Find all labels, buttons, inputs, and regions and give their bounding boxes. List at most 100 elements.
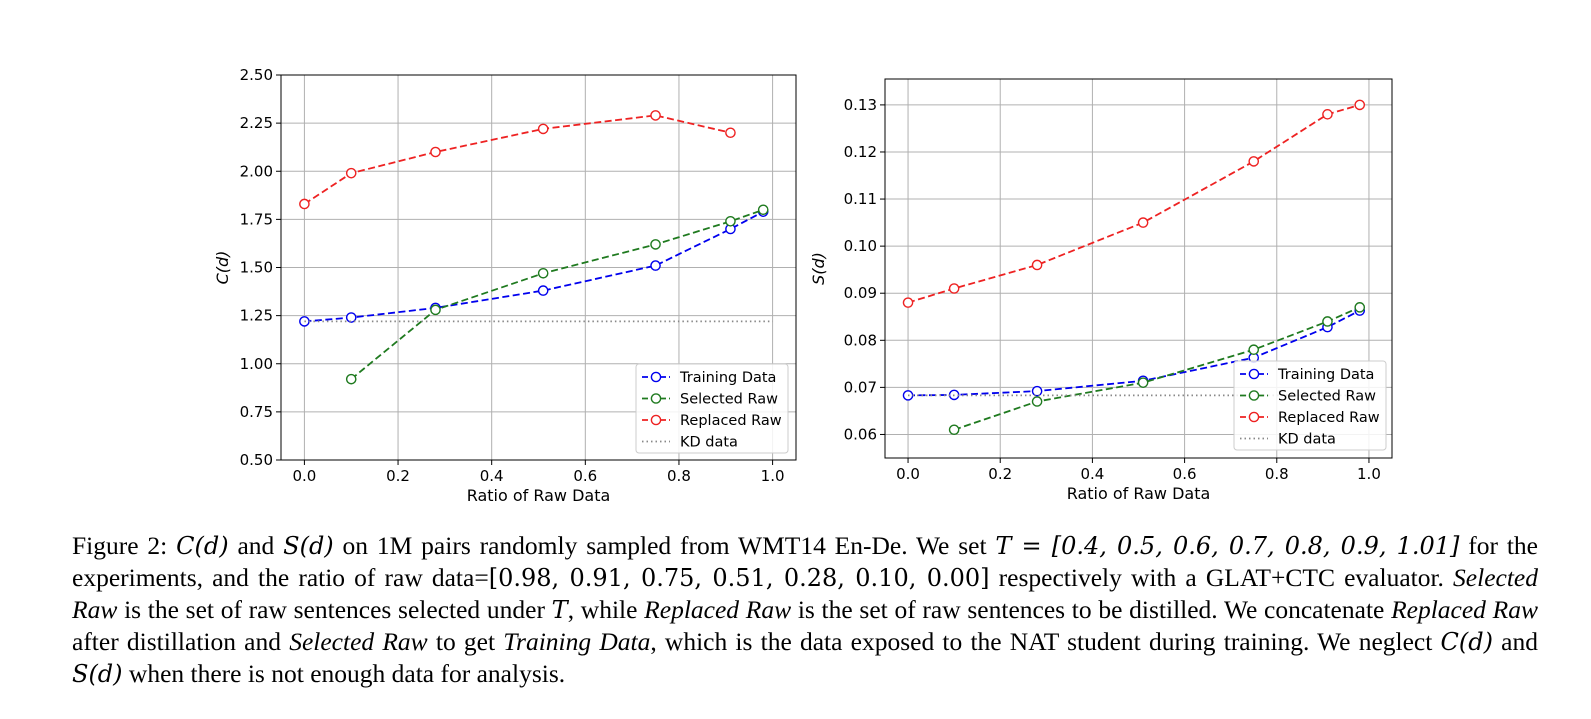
data-point <box>537 267 549 279</box>
caption-text: is the set of raw sentences to be distil… <box>791 595 1392 624</box>
data-point <box>1354 302 1366 313</box>
caption-math-c-d: C(d) <box>176 532 229 560</box>
data-point <box>1031 385 1043 397</box>
data-point <box>1322 316 1333 327</box>
caption-text: , which is the data exposed to the NAT s… <box>650 627 1441 656</box>
legend-label: Replaced Raw <box>680 413 782 429</box>
caption-math-t-set: T = [0.4, 0.5, 0.6, 0.7, 0.8, 0.9, 1.01] <box>995 532 1460 560</box>
y-tick-label: 0.75 <box>240 403 273 421</box>
y-tick-label: 2.25 <box>240 114 273 132</box>
data-point <box>1322 109 1333 120</box>
chart-s-d: 0.0 0.2 0.4 0.6 0.8 1.0 0.06 0.07 0.08 0.09 0.10 0.… <box>809 78 1393 503</box>
data-point <box>345 312 357 323</box>
x-tick-label: 0.0 <box>292 467 316 485</box>
x-tick-label: 1.0 <box>761 467 785 485</box>
legend-box <box>1233 360 1387 451</box>
data-point <box>725 215 736 227</box>
x-tick-label: 0.0 <box>896 465 920 483</box>
y-tick-label: 2.50 <box>240 66 273 84</box>
legend-label: KD data <box>680 435 738 451</box>
legend-label: Training Data <box>1277 367 1374 383</box>
caption-math-c-d: C(d) <box>1440 628 1493 656</box>
x-tick-label: 0.4 <box>480 467 504 485</box>
data-point <box>430 146 441 158</box>
caption-text: and <box>228 531 284 560</box>
y-tick-label: 0.13 <box>844 96 877 114</box>
legend-label: Selected Raw <box>1278 389 1376 405</box>
caption-math-s-d: S(d) <box>72 660 123 688</box>
data-point <box>430 304 441 316</box>
legend-label: Replaced Raw <box>1278 410 1380 426</box>
data-point <box>345 373 357 385</box>
caption-text: for the experiments, and the ratio of ra… <box>72 531 1538 592</box>
data-point <box>1137 377 1149 388</box>
x-tick-label: 0.6 <box>1173 465 1197 483</box>
y-tick-label: 0.08 <box>844 331 877 349</box>
x-axis-label: Ratio of Raw Data <box>1067 484 1211 503</box>
y-tick-label: 2.00 <box>240 162 273 180</box>
x-tick-label: 0.8 <box>1265 465 1289 483</box>
data-point <box>948 283 960 294</box>
legend-label: Training Data <box>679 370 776 386</box>
caption-term-replaced-raw: Replaced Raw <box>1391 595 1538 624</box>
data-point <box>299 198 310 210</box>
x-tick-label: 1.0 <box>1357 465 1381 483</box>
legend-marker <box>650 371 662 383</box>
legend-marker <box>1248 411 1260 423</box>
y-axis-label: C(d) <box>213 251 232 285</box>
series-line-1 <box>953 306 1361 431</box>
caption-term-training-data: Training Data <box>503 627 651 656</box>
y-tick-label: 0.12 <box>844 143 877 161</box>
legend-box <box>635 363 789 454</box>
legend-marker <box>1248 390 1260 401</box>
x-axis-label: Ratio of Raw Data <box>467 486 611 505</box>
series-line-1 <box>350 208 764 380</box>
data-point <box>1031 396 1043 407</box>
data-point <box>1248 344 1260 356</box>
data-point <box>725 127 736 139</box>
legend-marker <box>650 393 662 404</box>
data-point <box>1137 217 1149 228</box>
figure-caption: Figure 2: C(d) and S(d) on 1M pairs rand… <box>72 530 1538 690</box>
y-tick-label: 0.11 <box>844 190 877 208</box>
chart-c-d: 0.0 0.2 0.4 0.6 0.8 1.0 0.50 0.75 1.00 1.25 1.50 1.… <box>213 66 797 505</box>
y-tick-label: 0.07 <box>844 378 877 396</box>
y-tick-label: 0.09 <box>844 284 877 302</box>
caption-text: , while <box>567 595 645 624</box>
caption-math-ratio-list: [0.98, 0.91, 0.75, 0.51, 0.28, 0.10, 0.0… <box>488 564 990 592</box>
x-tick-label: 0.6 <box>573 467 597 485</box>
y-tick-label: 0.10 <box>844 237 877 255</box>
y-tick-label: 1.50 <box>240 259 273 277</box>
series-line-2 <box>303 114 731 205</box>
x-tick-label: 0.4 <box>1080 465 1104 483</box>
data-point <box>345 167 357 179</box>
data-point <box>902 297 914 308</box>
caption-math-t: T <box>551 596 568 624</box>
data-point <box>1031 259 1043 271</box>
caption-text: after distillation and <box>72 627 290 656</box>
caption-text: is the set of raw sentences selected und… <box>117 595 552 624</box>
plot-frame <box>280 74 797 461</box>
legend-label: Selected Raw <box>680 392 778 408</box>
series-line-0 <box>304 210 764 323</box>
y-tick-label: 1.00 <box>240 355 273 373</box>
legend-marker <box>1248 368 1260 380</box>
data-point <box>537 285 549 296</box>
y-tick-label: 1.25 <box>240 307 273 325</box>
data-point <box>650 260 661 271</box>
caption-term-replaced-raw: Replaced Raw <box>644 595 792 624</box>
data-point <box>948 424 960 436</box>
data-point <box>1248 156 1260 167</box>
data-point <box>650 110 661 121</box>
caption-term-selected-raw: Selected Raw <box>289 627 428 656</box>
caption-text: to get <box>427 627 504 656</box>
y-tick-label: 0.50 <box>240 451 273 469</box>
x-tick-label: 0.2 <box>988 465 1012 483</box>
data-point <box>650 239 661 250</box>
caption-text: when there is not enough data for analys… <box>122 659 566 688</box>
caption-math-s-d: S(d) <box>283 532 334 560</box>
x-tick-label: 0.2 <box>386 467 410 485</box>
caption-text: and <box>1492 627 1538 656</box>
caption-text: respectively with a GLAT+CTC evaluator. <box>989 563 1454 592</box>
caption-text: on 1M pairs randomly sampled from WMT14 … <box>333 531 996 560</box>
